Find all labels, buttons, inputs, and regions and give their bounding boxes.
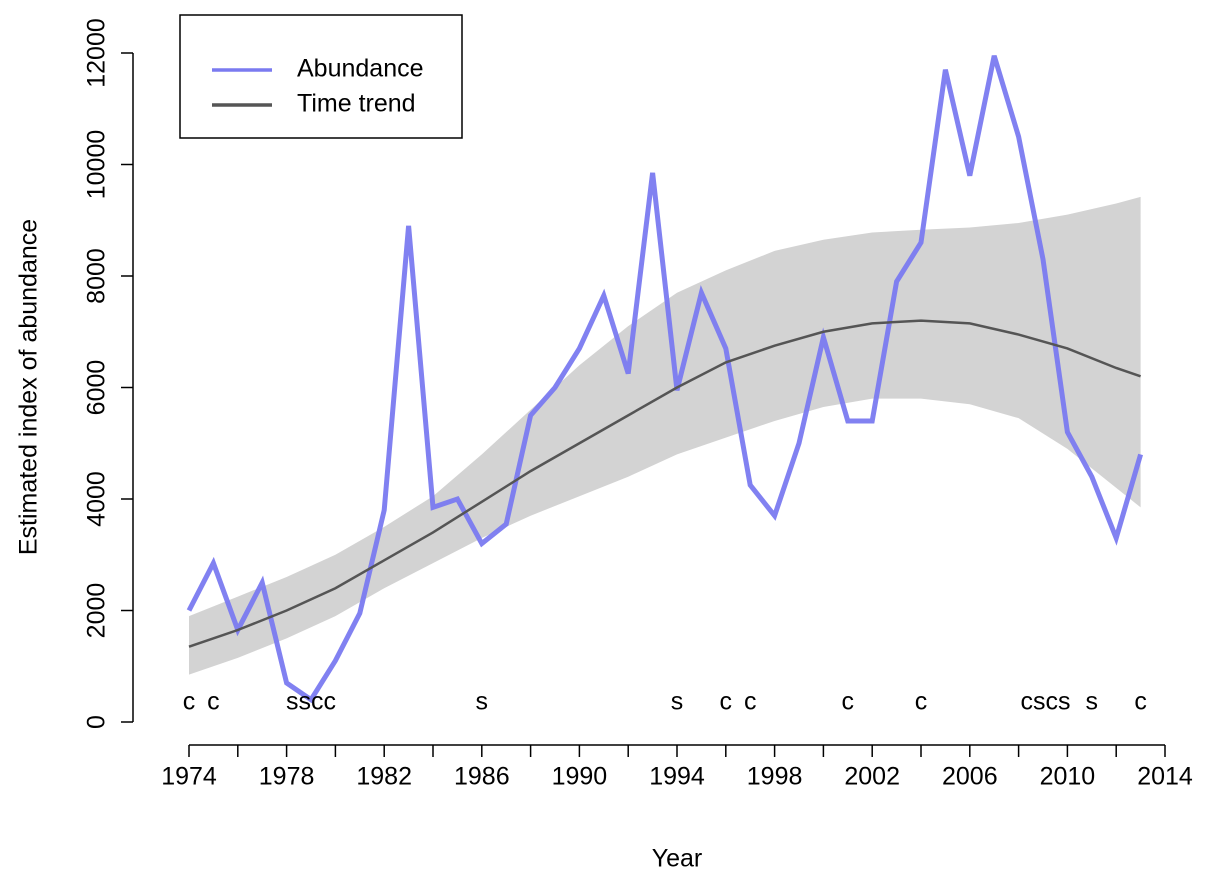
y-tick-label: 12000 [83, 18, 111, 88]
x-tick-label: 2010 [1040, 763, 1096, 791]
y-tick-label: 8000 [83, 248, 111, 304]
y-tick-label: 10000 [83, 130, 111, 200]
y-tick-label: 2000 [83, 583, 111, 639]
x-tick-label: 1998 [747, 763, 803, 791]
trend-line [188, 319, 1142, 648]
x-tick-label: 1990 [552, 763, 608, 791]
annotation: c [720, 687, 733, 715]
x-tick-label: 2006 [942, 763, 998, 791]
x-axis-title: Year [652, 845, 703, 873]
annotation: s [671, 687, 684, 715]
annotation: c [183, 687, 196, 715]
annotation: c [1134, 687, 1147, 715]
x-tick-label: 1982 [356, 763, 412, 791]
annotation: s [476, 687, 489, 715]
annotation: sscc [286, 687, 336, 715]
annotation: c [744, 687, 757, 715]
abundance-line [186, 55, 1143, 704]
y-tick-label: 4000 [83, 471, 111, 527]
annotation: c [207, 687, 220, 715]
x-tick-label: 2014 [1137, 763, 1193, 791]
x-tick-label: 1974 [161, 763, 217, 791]
x-tick-label: 2002 [844, 763, 900, 791]
annotation: cscs [1020, 687, 1070, 715]
annotation: c [842, 687, 855, 715]
legend-label: Time trend [297, 90, 416, 118]
annotation: c [915, 687, 928, 715]
y-axis-title: Estimated index of abundance [15, 219, 43, 555]
legend: Abundance Time trend [179, 14, 463, 139]
confidence-band [189, 196, 1141, 675]
legend-box [179, 14, 463, 139]
y-tick-label: 6000 [83, 360, 111, 416]
legend-label: Abundance [297, 55, 424, 83]
annotation: s [1086, 687, 1099, 715]
y-tick-label: 0 [83, 715, 111, 729]
x-tick-label: 1994 [649, 763, 705, 791]
x-tick-label: 1978 [259, 763, 315, 791]
x-tick-label: 1986 [454, 763, 510, 791]
